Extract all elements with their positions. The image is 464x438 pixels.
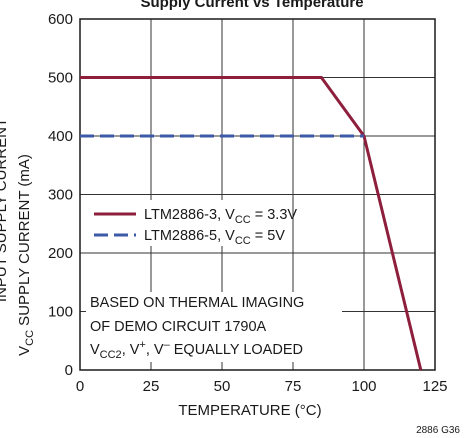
legend-background bbox=[88, 200, 276, 246]
y-tick-label: 100 bbox=[48, 304, 73, 321]
y-tick-label: 0 bbox=[65, 362, 73, 379]
legend: LTM2886-3, VCC = 3.3V LTM2886-5, VCC = 5… bbox=[88, 200, 297, 247]
y-tick-labels: 0 100 200 300 400 500 600 bbox=[48, 11, 73, 379]
x-tick-label: 50 bbox=[214, 378, 231, 395]
series-line-ltm2886-3 bbox=[80, 76, 423, 371]
y-tick-label: 500 bbox=[48, 70, 73, 87]
annotation: BASED ON THERMAL IMAGING OF DEMO CIRCUIT… bbox=[86, 292, 342, 362]
chart-title: Supply Current vs Temperature bbox=[140, 0, 363, 11]
chart-outer-ylabel: INPUT SUPPLY CURRENT bbox=[0, 118, 10, 302]
annotation-line-2: OF DEMO CIRCUIT 1790A bbox=[90, 319, 267, 335]
y-axis-title-text: SUPPLY CURRENT (mA) bbox=[16, 154, 33, 326]
annotation-line-1: BASED ON THERMAL IMAGING bbox=[90, 295, 304, 311]
x-axis-title: TEMPERATURE (°C) bbox=[178, 402, 321, 419]
y-tick-label: 400 bbox=[48, 128, 73, 145]
x-tick-label: 75 bbox=[285, 378, 302, 395]
legend-label-ltm2886-3: LTM2886-3, VCC = 3.3V bbox=[144, 207, 297, 226]
plot-frame bbox=[79, 18, 436, 371]
annotation-line-3: VCC2, V+, V– EQUALLY LOADED bbox=[90, 339, 303, 361]
y-axis-symbol-sub: CC bbox=[24, 330, 36, 346]
y-tick-label: 300 bbox=[48, 187, 73, 204]
x-tick-labels: 0 25 50 75 100 125 bbox=[76, 378, 448, 395]
x-tick-label: 25 bbox=[143, 378, 160, 395]
figure-id: 2886 G36 bbox=[416, 425, 460, 436]
series-layer bbox=[80, 76, 423, 371]
legend-label-ltm2886-5: LTM2886-5, VCC = 5V bbox=[144, 228, 285, 247]
y-axis-title: VCC SUPPLY CURRENT (mA) bbox=[16, 154, 36, 356]
annotation-background bbox=[86, 292, 342, 362]
x-tick-label: 0 bbox=[76, 378, 84, 395]
plot-border bbox=[79, 18, 436, 371]
x-tick-label: 100 bbox=[351, 378, 376, 395]
y-tick-label: 200 bbox=[48, 245, 73, 262]
y-tick-label: 600 bbox=[48, 11, 73, 28]
y-axis-symbol: V bbox=[16, 346, 33, 356]
x-tick-label: 125 bbox=[422, 378, 447, 395]
